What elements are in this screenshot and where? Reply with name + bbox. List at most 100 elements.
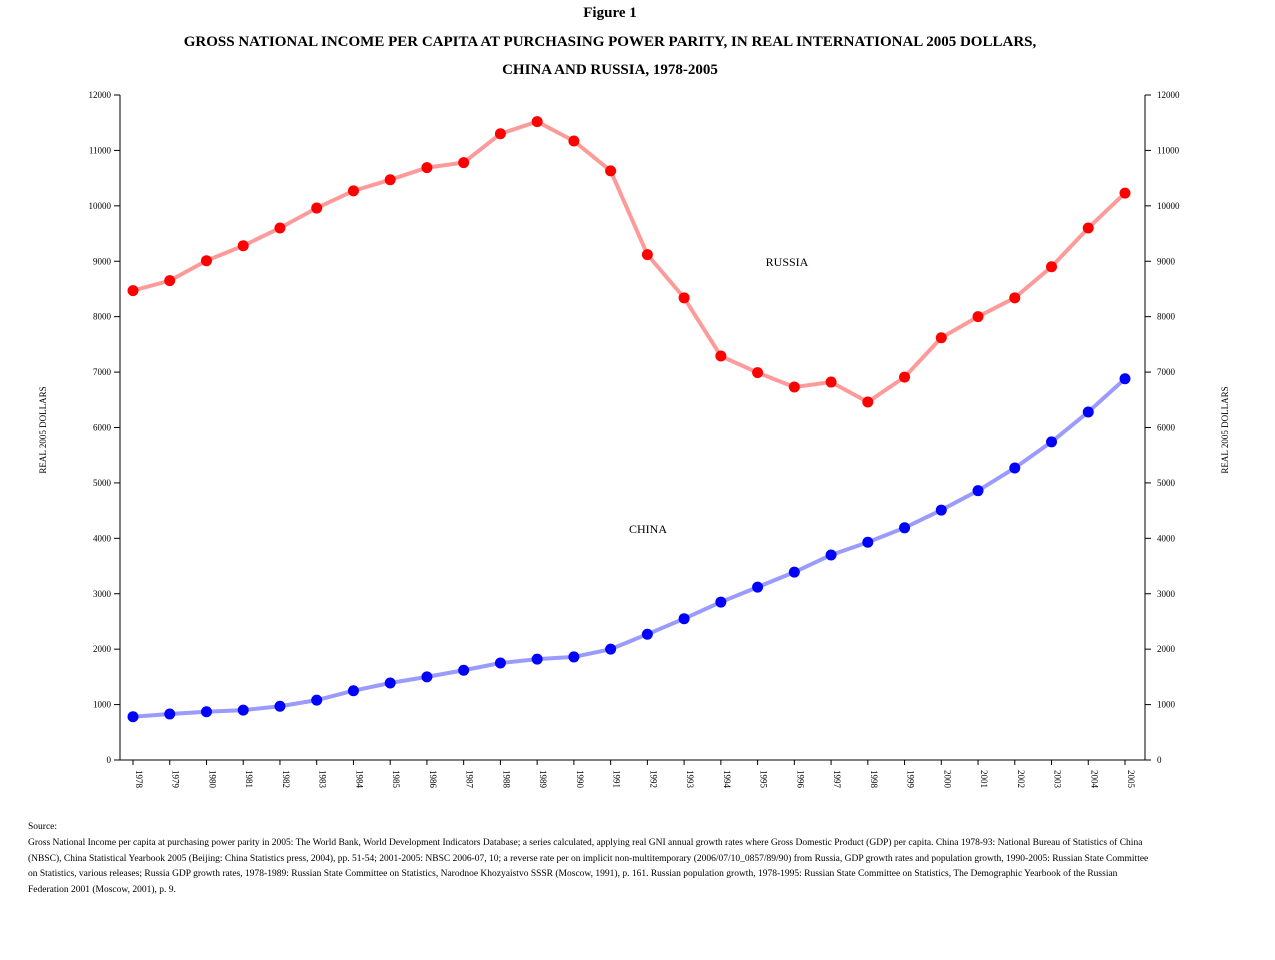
point	[127, 285, 139, 297]
point	[752, 581, 764, 593]
point	[384, 174, 396, 186]
point	[347, 685, 359, 697]
point	[825, 376, 837, 388]
y2-tick-label: 2000	[1157, 644, 1176, 654]
point	[494, 128, 506, 140]
y2-tick-label: 4000	[1157, 533, 1176, 543]
point	[752, 367, 764, 379]
point	[568, 651, 580, 663]
chart-subtitle: CHINA AND RUSSIA, 1978-2005	[502, 62, 718, 78]
chart: Figure 1 GROSS NATIONAL INCOME PER CAPIT…	[38, 5, 1230, 789]
point	[384, 677, 396, 689]
figure-label: Figure 1	[583, 5, 636, 21]
series-label: RUSSIA	[766, 255, 809, 269]
point	[1082, 406, 1094, 418]
x-tick-label: 1997	[832, 770, 842, 789]
point	[311, 694, 323, 706]
x-tick-label: 1981	[244, 770, 254, 788]
x-tick-label: 1992	[648, 770, 658, 788]
x-tick-label: 1978	[134, 770, 144, 789]
y-tick-label: 11000	[89, 145, 112, 155]
point	[200, 706, 212, 718]
point	[788, 381, 800, 393]
point	[678, 613, 690, 625]
point	[605, 643, 617, 655]
y-tick-label: 9000	[93, 256, 112, 266]
point	[899, 371, 911, 383]
y-tick-label: 2000	[93, 644, 112, 654]
y2-tick-label: 1000	[1157, 700, 1176, 710]
point	[311, 202, 323, 214]
x-tick-label: 1986	[428, 770, 438, 789]
y2-tick-label: 8000	[1157, 312, 1176, 322]
chart-title: GROSS NATIONAL INCOME PER CAPITA AT PURC…	[184, 34, 1037, 50]
x-tick-label: 2003	[1053, 770, 1063, 789]
point	[494, 657, 506, 669]
y2-tick-label: 3000	[1157, 589, 1176, 599]
point	[568, 135, 580, 147]
x-tick-label: 1991	[612, 770, 622, 788]
x-tick-label: 1996	[795, 770, 805, 789]
x-tick-label: 1980	[207, 770, 217, 789]
point	[715, 596, 727, 608]
point	[458, 664, 470, 676]
point	[641, 628, 653, 640]
y2-tick-label: 0	[1157, 755, 1162, 765]
point	[274, 700, 286, 712]
x-tick-label: 2005	[1126, 770, 1136, 789]
x-tick-label: 1984	[354, 770, 364, 789]
point	[421, 671, 433, 683]
point	[347, 185, 359, 197]
y2-tick-label: 7000	[1157, 367, 1176, 377]
x-tick-label: 1998	[869, 770, 879, 789]
x-tick-label: 2000	[942, 770, 952, 789]
point	[1009, 462, 1021, 474]
x-tick-label: 1988	[501, 770, 511, 789]
y-tick-label: 8000	[93, 312, 112, 322]
y2-axis-label: REAL 2005 DOLLARS	[1220, 386, 1230, 473]
point	[200, 255, 212, 267]
y-axis-label: REAL 2005 DOLLARS	[38, 386, 48, 473]
source-text: Gross National Income per capita at purc…	[28, 838, 1149, 895]
point	[1082, 222, 1094, 234]
x-tick-label: 2004	[1089, 770, 1099, 789]
y-tick-label: 4000	[93, 533, 112, 543]
point	[605, 165, 617, 177]
point	[678, 292, 690, 304]
y2-tick-label: 11000	[1157, 145, 1180, 155]
point	[127, 711, 139, 723]
y2-tick-label: 6000	[1157, 423, 1176, 433]
y-tick-label: 0	[107, 755, 112, 765]
point	[862, 396, 874, 408]
point	[862, 536, 874, 548]
y2-tick-label: 5000	[1157, 478, 1176, 488]
point	[531, 653, 543, 665]
y-tick-label: 3000	[93, 589, 112, 599]
point	[825, 549, 837, 561]
point	[164, 275, 176, 287]
y2-tick-label: 9000	[1157, 256, 1176, 266]
point	[531, 116, 543, 128]
point	[1119, 373, 1131, 385]
y-tick-label: 12000	[89, 90, 112, 100]
x-tick-label: 1989	[538, 770, 548, 789]
x-tick-label: 1995	[759, 770, 769, 789]
x-tick-label: 1979	[171, 770, 181, 789]
x-tick-label: 1983	[318, 770, 328, 789]
point	[935, 332, 947, 344]
y2-tick-label: 10000	[1157, 201, 1180, 211]
point	[237, 240, 249, 252]
point	[641, 249, 653, 261]
x-tick-label: 1990	[575, 770, 585, 789]
x-tick-label: 1994	[722, 770, 732, 789]
x-tick-label: 2002	[1016, 770, 1026, 788]
x-tick-label: 1987	[465, 770, 475, 789]
point	[972, 311, 984, 323]
point	[458, 157, 470, 169]
y-tick-label: 10000	[89, 201, 112, 211]
x-tick-label: 1993	[685, 770, 695, 789]
point	[972, 485, 984, 497]
y-tick-label: 6000	[93, 423, 112, 433]
y-tick-label: 1000	[93, 700, 112, 710]
point	[237, 704, 249, 716]
